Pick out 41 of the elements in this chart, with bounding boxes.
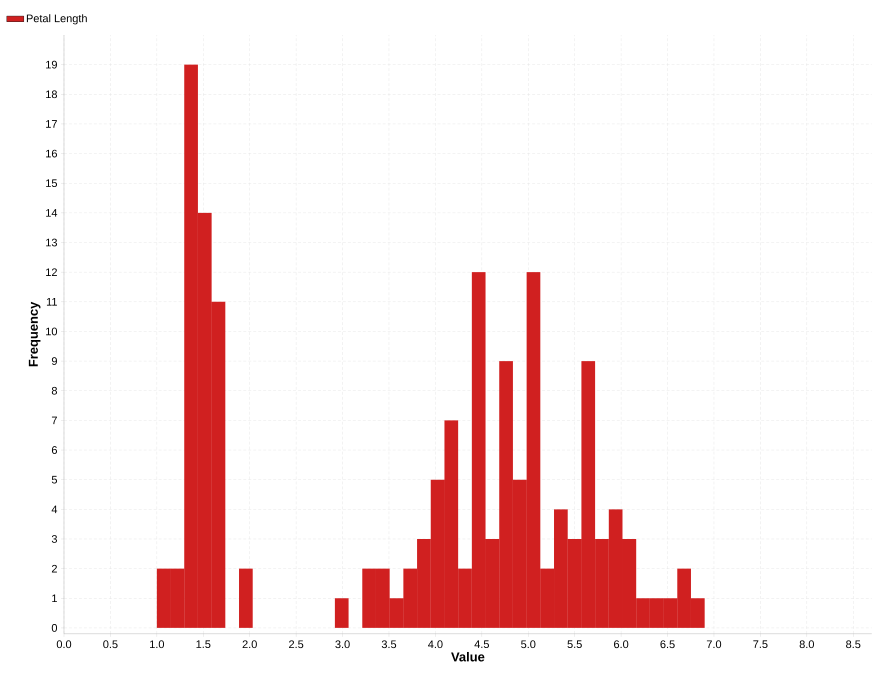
x-tick-label: 7.0 xyxy=(706,640,722,648)
x-tick-label: 8.0 xyxy=(800,640,814,648)
x-tick-label: 3.5 xyxy=(382,640,396,648)
y-tick-label: 15 xyxy=(46,179,57,188)
y-tick-label: 13 xyxy=(46,238,57,246)
x-tick-label: 7.5 xyxy=(753,640,768,648)
y-tick-label: 8 xyxy=(52,386,57,395)
y-tick-label: 1 xyxy=(52,594,57,602)
y-tick-label: 14 xyxy=(46,209,58,217)
y-tick-label: 0 xyxy=(52,624,58,632)
x-axis-title: Value xyxy=(451,652,484,662)
y-tick-label: 3 xyxy=(52,535,57,543)
y-tick-label: 4 xyxy=(52,506,58,514)
x-tick-label: 5.0 xyxy=(521,640,536,648)
y-tick-label: 18 xyxy=(46,90,57,98)
x-tick-label: 3.0 xyxy=(335,640,350,648)
x-tick-label: 0.0 xyxy=(56,640,72,648)
x-tick-label: 4.5 xyxy=(474,640,489,648)
x-tick-label: 6.5 xyxy=(660,640,675,648)
x-tick-label: 5.5 xyxy=(568,640,582,648)
x-tick-label: 6.0 xyxy=(614,640,628,648)
x-tick-label: 1.0 xyxy=(150,640,164,648)
x-tick-label: 4.0 xyxy=(428,640,443,648)
y-tick-label: 2 xyxy=(52,564,57,573)
y-tick-label: 9 xyxy=(52,357,57,366)
x-tick-label: 2.5 xyxy=(289,640,304,648)
y-axis-title: Frequency xyxy=(28,302,40,366)
y-tick-label: 16 xyxy=(46,150,57,158)
y-tick-label: 11 xyxy=(46,298,57,306)
x-tick-label: 2.0 xyxy=(242,640,257,648)
y-tick-label: 6 xyxy=(52,446,57,454)
y-tick-label: 19 xyxy=(46,60,57,69)
legend-label: Petal Length xyxy=(26,14,87,24)
x-tick-label: 1.5 xyxy=(196,640,210,648)
y-tick-label: 17 xyxy=(46,120,57,128)
x-tick-label: 8.5 xyxy=(846,640,860,648)
y-tick-label: 5 xyxy=(52,476,57,484)
y-tick-label: 12 xyxy=(46,268,57,276)
x-tick-label: 0.5 xyxy=(103,640,118,648)
y-tick-label: 7 xyxy=(52,416,57,424)
y-tick-label: 10 xyxy=(46,328,58,336)
